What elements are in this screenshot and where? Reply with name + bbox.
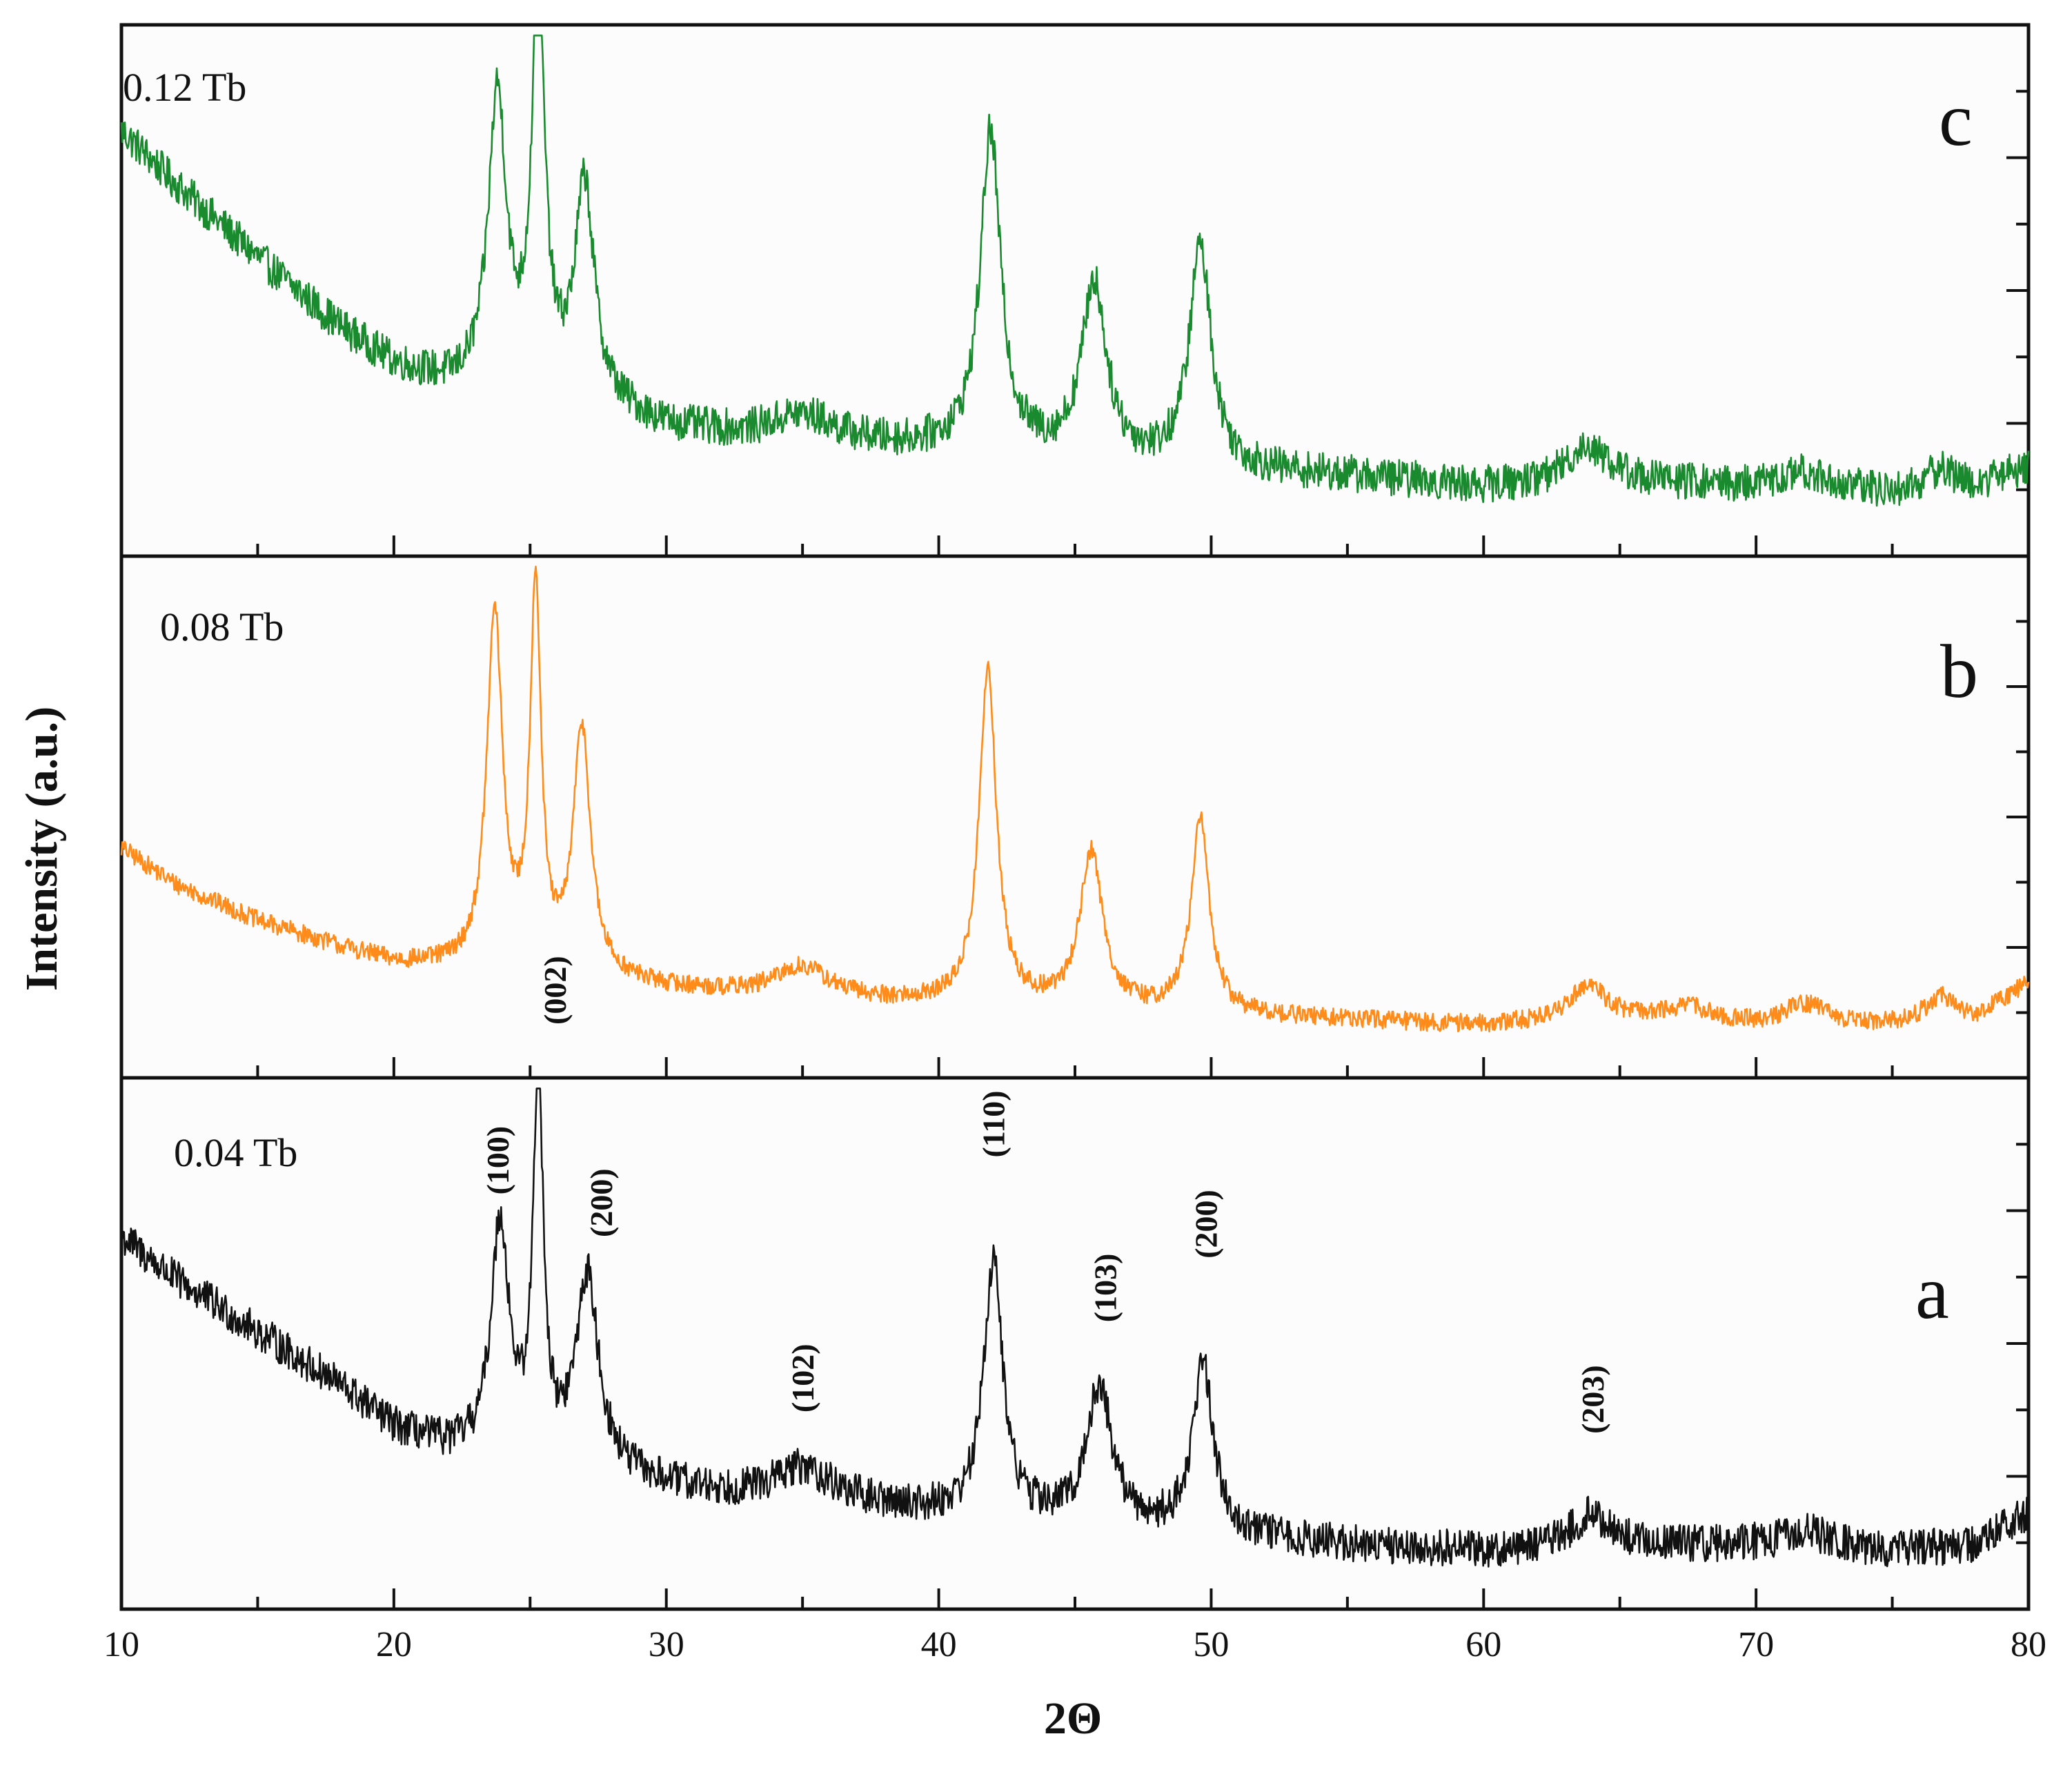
x-tick-label-30: 30 (649, 1625, 684, 1664)
x-axis-title: 2Θ (1044, 1693, 1102, 1744)
y-axis-title: Intensity (a.u.) (17, 707, 67, 992)
panel-a-frame (119, 1076, 2031, 1611)
x-tick-labels: 10 20 30 40 50 60 70 80 (103, 1625, 2046, 1664)
panel-c-frame (119, 23, 2031, 558)
x-tick-label-60: 60 (1465, 1625, 1501, 1664)
x-tick-label-10: 10 (103, 1625, 139, 1664)
panel-c-letter: c (1939, 77, 1973, 161)
hkl-label-2: (200) (584, 1168, 619, 1237)
hkl-label-4: (110) (976, 1090, 1011, 1157)
panel-b: 0.08 Tb b (119, 554, 2031, 1080)
panel-c-sample-label: 0.12 Tb (123, 65, 246, 110)
hkl-label-7: (203) (1575, 1365, 1610, 1434)
hkl-label-5: (103) (1087, 1254, 1123, 1323)
panel-a: 0.04 Tb a (100) (002) (200) (102) (110) (103)… (119, 956, 2031, 1611)
panel-b-letter: b (1940, 629, 1978, 713)
x-tick-label-20: 20 (376, 1625, 412, 1664)
panel-b-ticks (256, 620, 2029, 1078)
hkl-label-1: (002) (537, 956, 573, 1025)
panel-b-trace (120, 565, 2030, 1033)
panel-a-ticks (256, 1143, 2029, 1609)
panel-c-ticks (256, 90, 2029, 556)
panel-c-trace (120, 35, 2030, 507)
panel-a-letter: a (1915, 1250, 1949, 1335)
hkl-label-3: (102) (785, 1343, 820, 1412)
x-tick-label-50: 50 (1193, 1625, 1229, 1664)
panel-b-frame (119, 554, 2031, 1080)
panel-a-trace (120, 1087, 2030, 1568)
hkl-labels: (100) (002) (200) (102) (110) (103) (200) (203) (480, 956, 1610, 1434)
hkl-label-6: (200) (1189, 1190, 1224, 1259)
hkl-label-0: (100) (480, 1126, 515, 1195)
x-tick-label-80: 80 (2011, 1625, 2046, 1664)
x-tick-label-40: 40 (921, 1625, 957, 1664)
panel-a-sample-label: 0.04 Tb (174, 1130, 297, 1175)
x-tick-label-70: 70 (1738, 1625, 1774, 1664)
panel-c: 0.12 Tb c (119, 23, 2031, 558)
panel-b-sample-label: 0.08 Tb (160, 604, 284, 649)
